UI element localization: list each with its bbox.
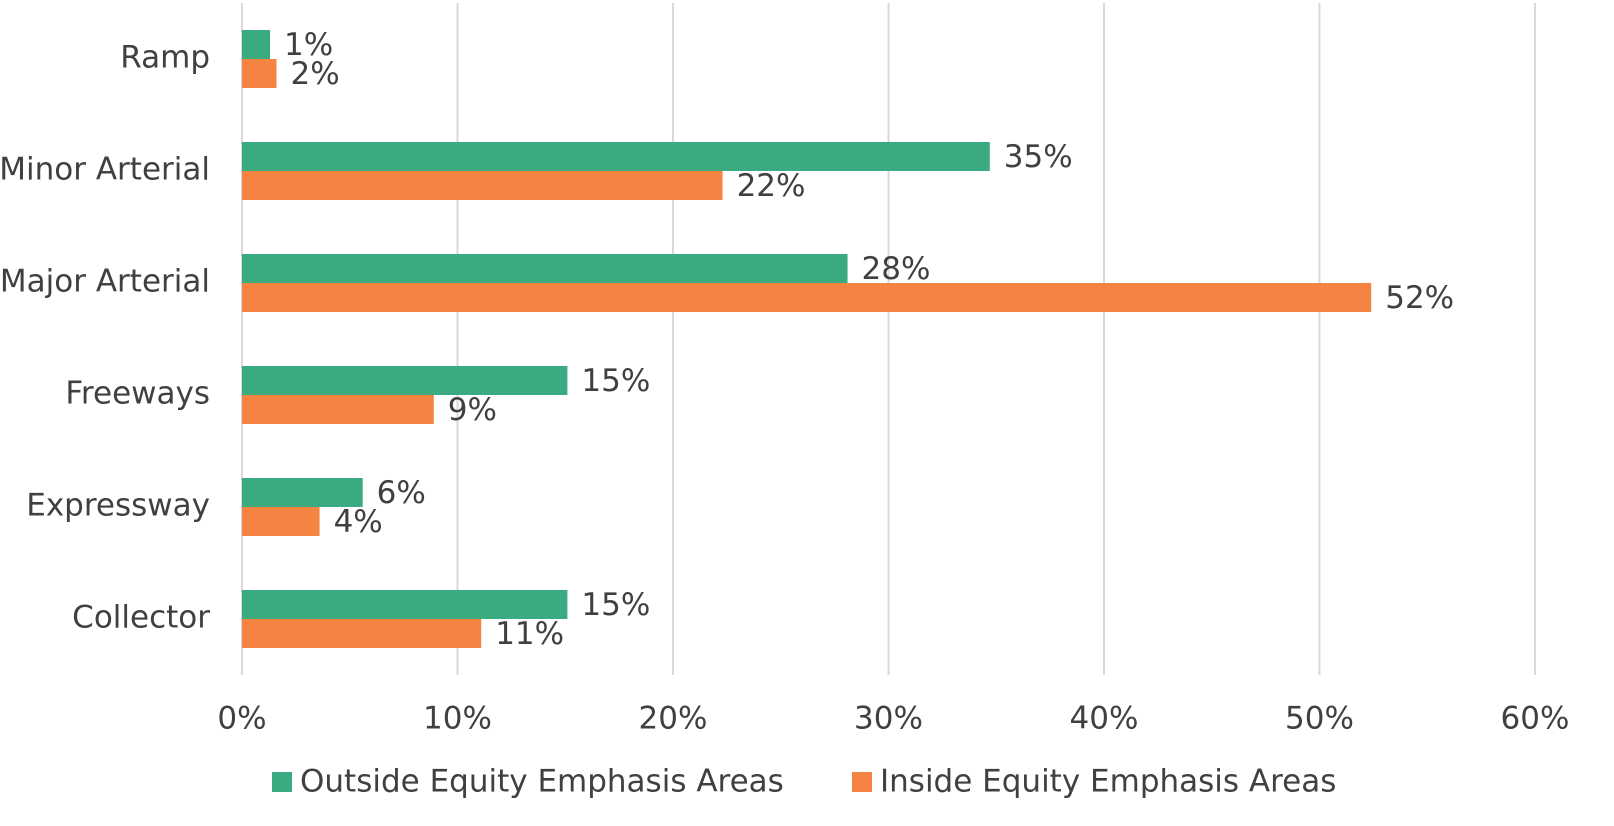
data-label: 4% [334, 504, 383, 540]
x-tick-label: 50% [1285, 701, 1354, 737]
x-tick-label: 30% [854, 701, 923, 737]
y-tick-label: Collector [72, 600, 210, 636]
bar [242, 590, 568, 619]
y-tick-label: Minor Arterial [0, 152, 210, 188]
data-label: 6% [377, 475, 426, 511]
bar [242, 30, 271, 59]
legend-label: Outside Equity Emphasis Areas [300, 764, 784, 800]
data-label: 11% [495, 616, 564, 652]
bar [242, 171, 723, 200]
x-tick-label: 10% [423, 701, 492, 737]
data-label: 28% [862, 251, 931, 287]
bar [242, 478, 363, 507]
data-label: 15% [581, 587, 650, 623]
legend-label: Inside Equity Emphasis Areas [880, 764, 1336, 800]
x-tick-label: 20% [639, 701, 708, 737]
bar [242, 283, 1372, 312]
x-tick-label: 0% [217, 701, 266, 737]
data-label: 9% [448, 392, 497, 428]
y-tick-label: Freeways [65, 376, 210, 412]
bar [242, 507, 320, 536]
data-label: 35% [1004, 139, 1073, 175]
legend-swatch [272, 772, 292, 792]
bar [242, 142, 990, 171]
y-tick-label: Major Arterial [0, 264, 210, 300]
data-label: 2% [290, 56, 339, 92]
bar [242, 619, 482, 648]
x-tick-label: 60% [1501, 701, 1570, 737]
bar [242, 59, 277, 88]
bar [242, 395, 434, 424]
legend-swatch [852, 772, 872, 792]
data-label: 52% [1385, 280, 1454, 316]
y-tick-label: Expressway [26, 488, 210, 524]
bar [242, 254, 848, 283]
data-label: 22% [737, 168, 806, 204]
bar [242, 366, 568, 395]
data-label: 1% [284, 27, 333, 63]
data-label: 15% [581, 363, 650, 399]
x-tick-label: 40% [1070, 701, 1139, 737]
y-tick-label: Ramp [120, 40, 210, 76]
